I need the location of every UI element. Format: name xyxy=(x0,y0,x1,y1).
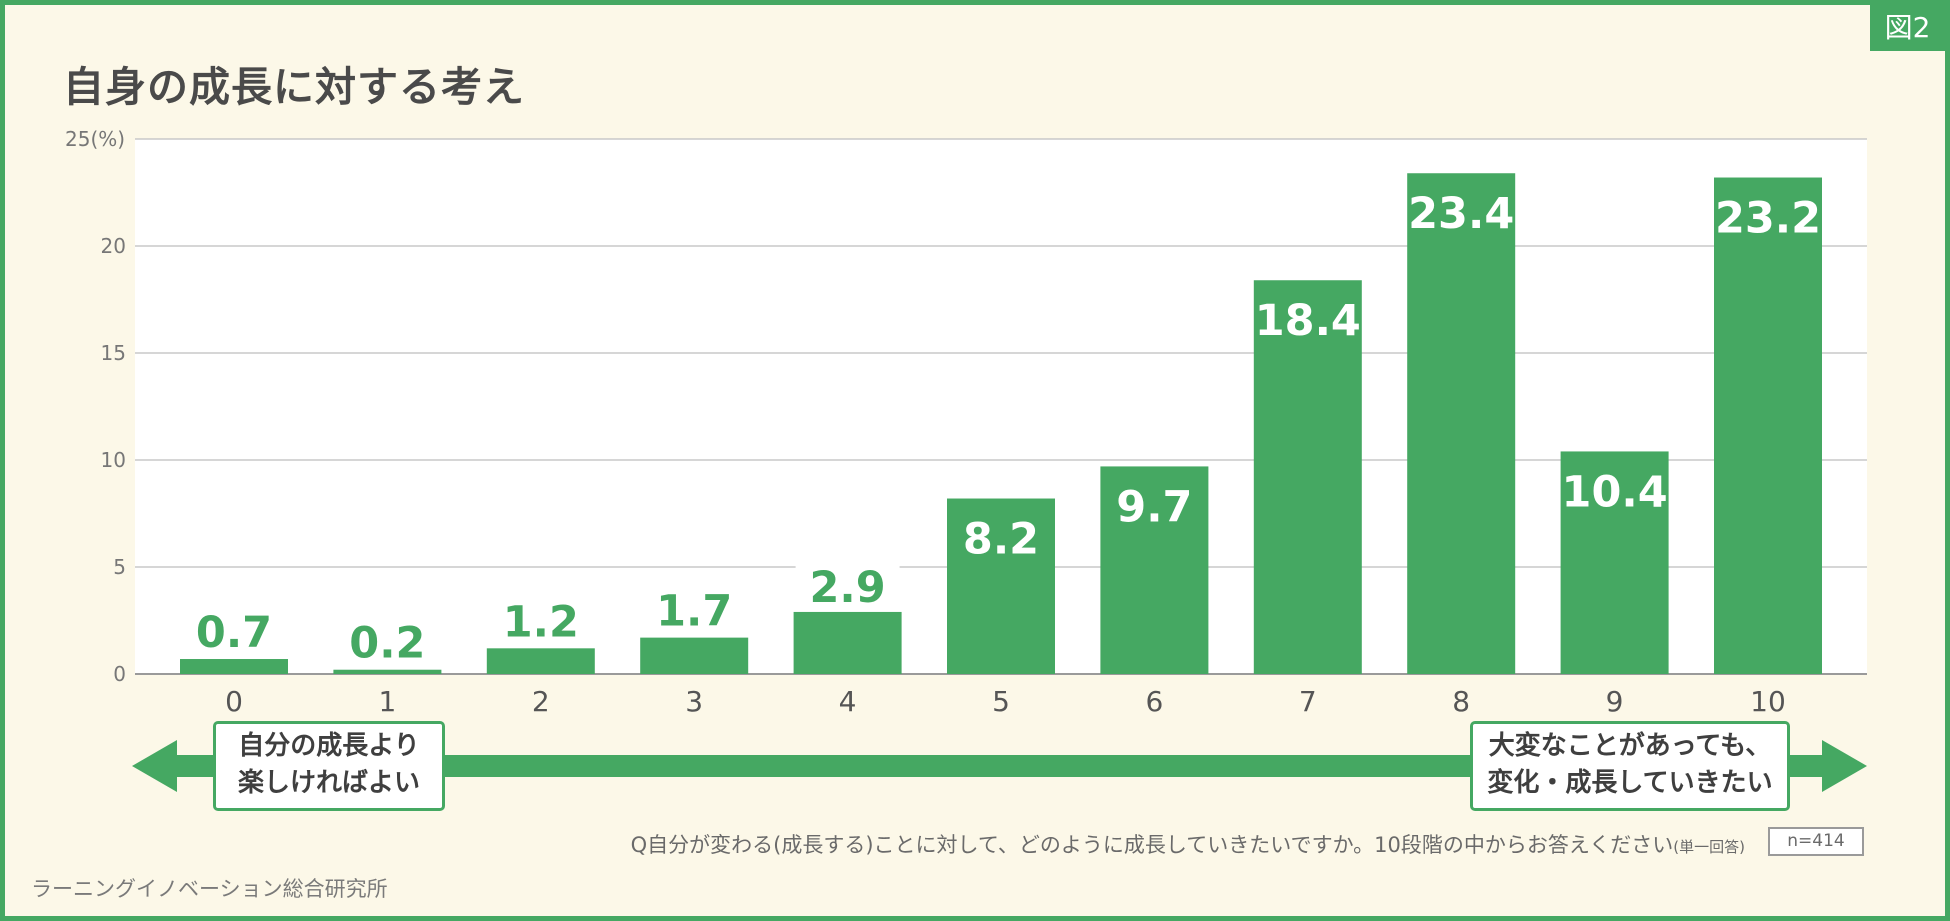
survey-question-text: Q自分が変わる(成長する)ことに対して、どのように成長していきたいですか。10段… xyxy=(630,833,1674,857)
scale-left-label-line2: 楽しければよい xyxy=(237,768,420,798)
y-tick-label: 5 xyxy=(113,555,126,579)
x-tick-label: 6 xyxy=(1145,685,1163,718)
scale-arrow-shaft xyxy=(175,755,1825,777)
x-tick-label: 7 xyxy=(1299,685,1317,718)
bar xyxy=(333,669,442,674)
x-tick-label: 1 xyxy=(378,685,396,718)
scale-arrow xyxy=(132,740,1867,792)
x-tick-label: 2 xyxy=(532,685,550,718)
value-label-backdrop xyxy=(795,559,900,610)
scale-right-label-line1: 大変なことがあっても、 xyxy=(1488,731,1772,761)
y-tick-label: 10 xyxy=(101,448,126,472)
bar xyxy=(1560,451,1669,674)
sample-size-badge: n=414 xyxy=(1768,827,1864,856)
x-axis-ticks: 0 1 2 3 4 5 6 7 8 9 10 xyxy=(225,685,1786,718)
bar xyxy=(486,648,595,674)
scale-right-label-line2: 変化・成長していきたい xyxy=(1487,768,1773,798)
chart-title: 自身の成長に対する考え xyxy=(63,63,525,111)
y-axis-ticks: 0 5 10 15 20 25(%) xyxy=(65,127,126,686)
value-label: 1.7 xyxy=(656,587,732,637)
y-tick-label: 15 xyxy=(101,341,126,365)
value-label: 0.2 xyxy=(349,619,425,669)
value-labels: 0.7 0.2 1.2 1.7 2.9 8.2 9.7 18.4 23.4 10.4 23.2 xyxy=(196,189,1821,668)
scale-arrow-right-head xyxy=(1822,740,1867,792)
scale-left-label: 自分の成長より 楽しければよい xyxy=(213,721,445,811)
x-tick-label: 10 xyxy=(1750,685,1786,718)
x-tick-label: 9 xyxy=(1606,685,1624,718)
x-tick-label: 4 xyxy=(839,685,857,718)
bars xyxy=(180,173,1822,675)
figure-number-badge: 図2 xyxy=(1870,5,1945,51)
y-tick-label: 25(%) xyxy=(65,127,125,151)
source-credit: ラーニングイノベーション総合研究所 xyxy=(31,877,388,901)
value-label: 9.7 xyxy=(1116,482,1192,532)
bar xyxy=(1253,280,1362,674)
x-tick-label: 0 xyxy=(225,685,243,718)
bar xyxy=(1714,177,1822,674)
bar xyxy=(947,498,1055,674)
y-tick-label: 20 xyxy=(101,234,126,258)
bar xyxy=(1100,466,1209,674)
bar xyxy=(1407,173,1516,675)
survey-question-note: (単一回答) xyxy=(1673,838,1745,856)
value-label: 0.7 xyxy=(196,608,272,658)
value-label: 23.2 xyxy=(1715,194,1821,244)
x-tick-label: 3 xyxy=(685,685,703,718)
scale-right-label: 大変なことがあっても、 変化・成長していきたい xyxy=(1470,721,1790,811)
value-label: 1.2 xyxy=(503,597,579,647)
bar xyxy=(793,611,902,674)
value-label: 2.9 xyxy=(810,563,886,613)
bar xyxy=(180,659,288,674)
value-label: 23.4 xyxy=(1408,189,1514,239)
y-tick-label: 0 xyxy=(113,662,126,686)
scale-arrow-left-head xyxy=(132,740,177,792)
value-label: 10.4 xyxy=(1562,467,1668,517)
scale-left-label-line1: 自分の成長より xyxy=(238,731,420,761)
x-tick-label: 5 xyxy=(992,685,1010,718)
value-label: 8.2 xyxy=(963,515,1039,565)
value-label: 18.4 xyxy=(1255,296,1361,346)
x-tick-label: 8 xyxy=(1452,685,1470,718)
bar xyxy=(640,637,749,674)
survey-question: Q自分が変わる(成長する)ことに対して、どのように成長していきたいですか。10段… xyxy=(631,829,1745,859)
